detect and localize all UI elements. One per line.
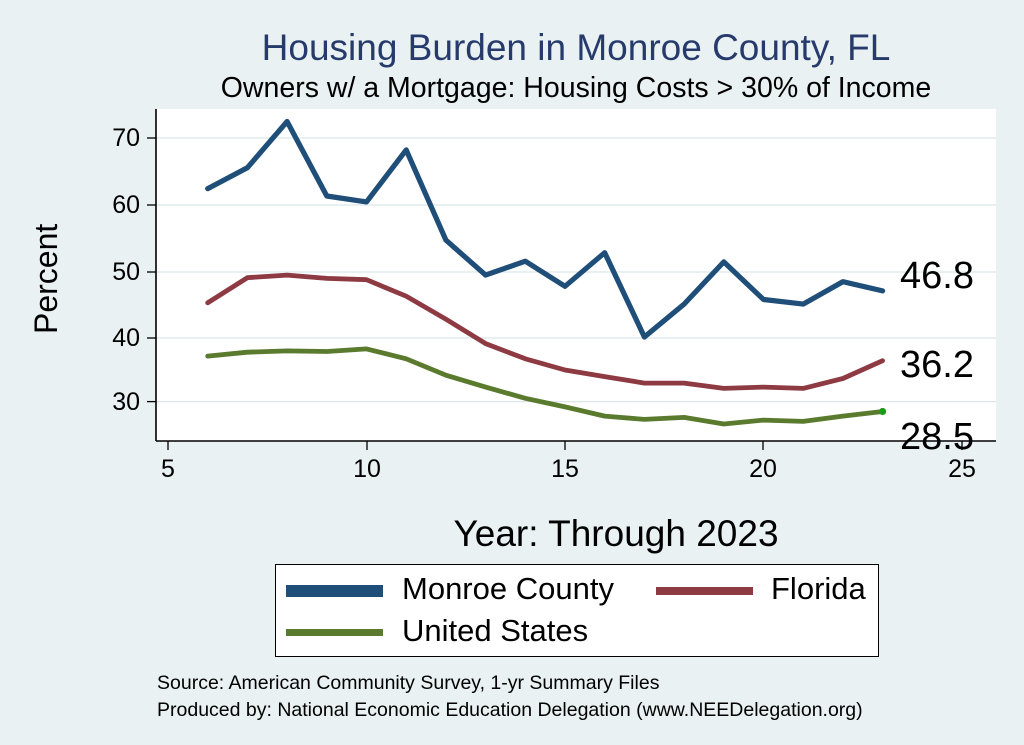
svg-text:70: 70: [112, 124, 140, 152]
svg-text:50: 50: [112, 258, 140, 286]
svg-text:15: 15: [551, 455, 579, 483]
svg-text:30: 30: [112, 388, 140, 416]
svg-text:40: 40: [112, 324, 140, 352]
svg-text:60: 60: [112, 191, 140, 219]
svg-text:10: 10: [353, 455, 381, 483]
svg-text:20: 20: [749, 455, 777, 483]
svg-text:25: 25: [948, 455, 976, 483]
svg-text:5: 5: [161, 455, 175, 483]
